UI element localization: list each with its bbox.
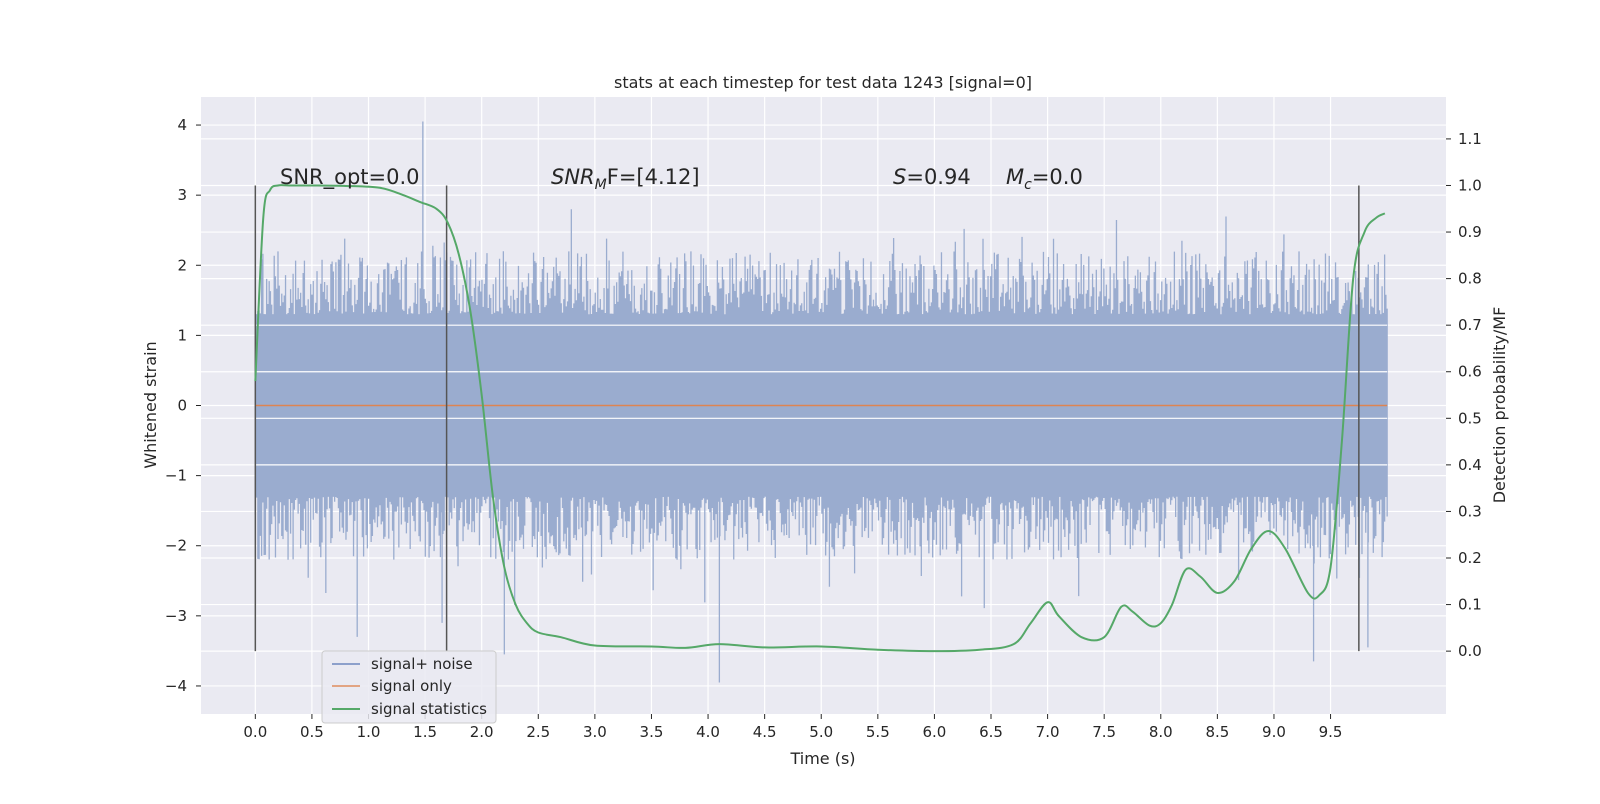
x-tick-label: 9.5	[1319, 723, 1343, 741]
y-tick-label: 0	[177, 397, 187, 415]
annotation-snr-mf: SNRMF=[4.12]	[551, 165, 700, 193]
x-tick-label: 9.0	[1262, 723, 1286, 741]
signal-statistics-line	[254, 184, 1386, 653]
x-tick-label: 4.0	[696, 723, 720, 741]
x-axis-ticks: 0.0 0.5 1.0 1.5 2.0 2.5 3.0 3.5 4.0 4.5 5.0 5.5 6.0 6…	[243, 714, 1342, 741]
y2-tick-label: 0.1	[1458, 596, 1482, 614]
chart-title: stats at each timestep for test data 124…	[614, 73, 1032, 92]
y2-tick-label: 0.5	[1458, 409, 1482, 427]
y2-tick-label: 0.3	[1458, 502, 1482, 520]
x-tick-label: 5.0	[809, 723, 833, 741]
s-main: S	[893, 165, 906, 189]
mc-sub: c	[1024, 177, 1032, 193]
mc-main: M	[1006, 165, 1024, 189]
s-rest: =0.94	[906, 165, 970, 189]
y2-tick-label: 0.6	[1458, 363, 1482, 381]
y2-tick-label: 1.1	[1458, 130, 1482, 148]
y2-tick-label: 1.0	[1458, 176, 1482, 194]
y-tick-label: −4	[165, 677, 187, 695]
y2-tick-label: 0.9	[1458, 223, 1482, 241]
x-tick-label: 3.5	[640, 723, 664, 741]
x-tick-label: 7.5	[1092, 723, 1116, 741]
y-axis-ticks: 4 3 2 1 0 −1 −2 −3 −4	[165, 116, 201, 695]
annotation-snr-opt: SNR_opt=0.0	[280, 165, 420, 190]
legend-label-signal-statistics: signal statistics	[371, 700, 487, 718]
mc-rest: =0.0	[1032, 165, 1083, 189]
x-tick-label: 5.5	[866, 723, 890, 741]
y-tick-label: 2	[177, 256, 187, 274]
x-tick-label: 1.5	[413, 723, 437, 741]
y-axis-label: Whitened strain	[141, 341, 160, 468]
y2-tick-label: 0.2	[1458, 549, 1482, 567]
x-tick-label: 6.0	[922, 723, 946, 741]
snr-mf-main: SNR	[551, 165, 595, 189]
legend-box	[321, 650, 497, 724]
y-tick-label: 1	[177, 326, 187, 344]
snr-mf-rest: F=[4.12]	[607, 165, 700, 189]
y2-tick-label: 0.0	[1458, 642, 1482, 660]
x-tick-label: 6.5	[979, 723, 1003, 741]
legend: signal+ noise signal only signal statist…	[321, 650, 497, 724]
y2-tick-label: 0.7	[1458, 316, 1482, 334]
x-tick-label: 3.0	[583, 723, 607, 741]
annotation-mc: Mc=0.0	[1006, 165, 1083, 193]
x-tick-label: 0.5	[300, 723, 324, 741]
x-axis-label: Time (s)	[789, 749, 855, 768]
snr-mf-sub: M	[595, 177, 607, 193]
x-tick-label: 2.0	[470, 723, 494, 741]
y-tick-label: −3	[165, 607, 187, 625]
y2-axis-ticks: 1.1 1.0 0.9 0.8 0.7 0.6 0.5 0.4 0.3 0.2 0.1 0.0	[1446, 130, 1482, 660]
y-tick-label: 4	[177, 116, 187, 134]
y-tick-label: −1	[165, 467, 187, 485]
x-tick-label: 8.5	[1205, 723, 1229, 741]
x-tick-label: 4.5	[753, 723, 777, 741]
y-tick-label: 3	[177, 186, 187, 204]
y2-tick-label: 0.8	[1458, 270, 1482, 288]
y2-axis-label: Detection probability/MF	[1490, 307, 1509, 504]
x-tick-label: 0.0	[243, 723, 267, 741]
annotation-s: S=0.94	[893, 165, 971, 189]
vertical-markers	[254, 185, 1360, 652]
legend-label-signal-noise: signal+ noise	[371, 655, 473, 673]
y2-tick-label: 0.4	[1458, 456, 1482, 474]
y-tick-label: −2	[165, 537, 187, 555]
x-tick-label: 2.5	[526, 723, 550, 741]
x-tick-label: 8.0	[1149, 723, 1173, 741]
x-tick-label: 1.0	[357, 723, 381, 741]
x-tick-label: 7.0	[1036, 723, 1060, 741]
legend-label-signal-only: signal only	[371, 677, 452, 695]
